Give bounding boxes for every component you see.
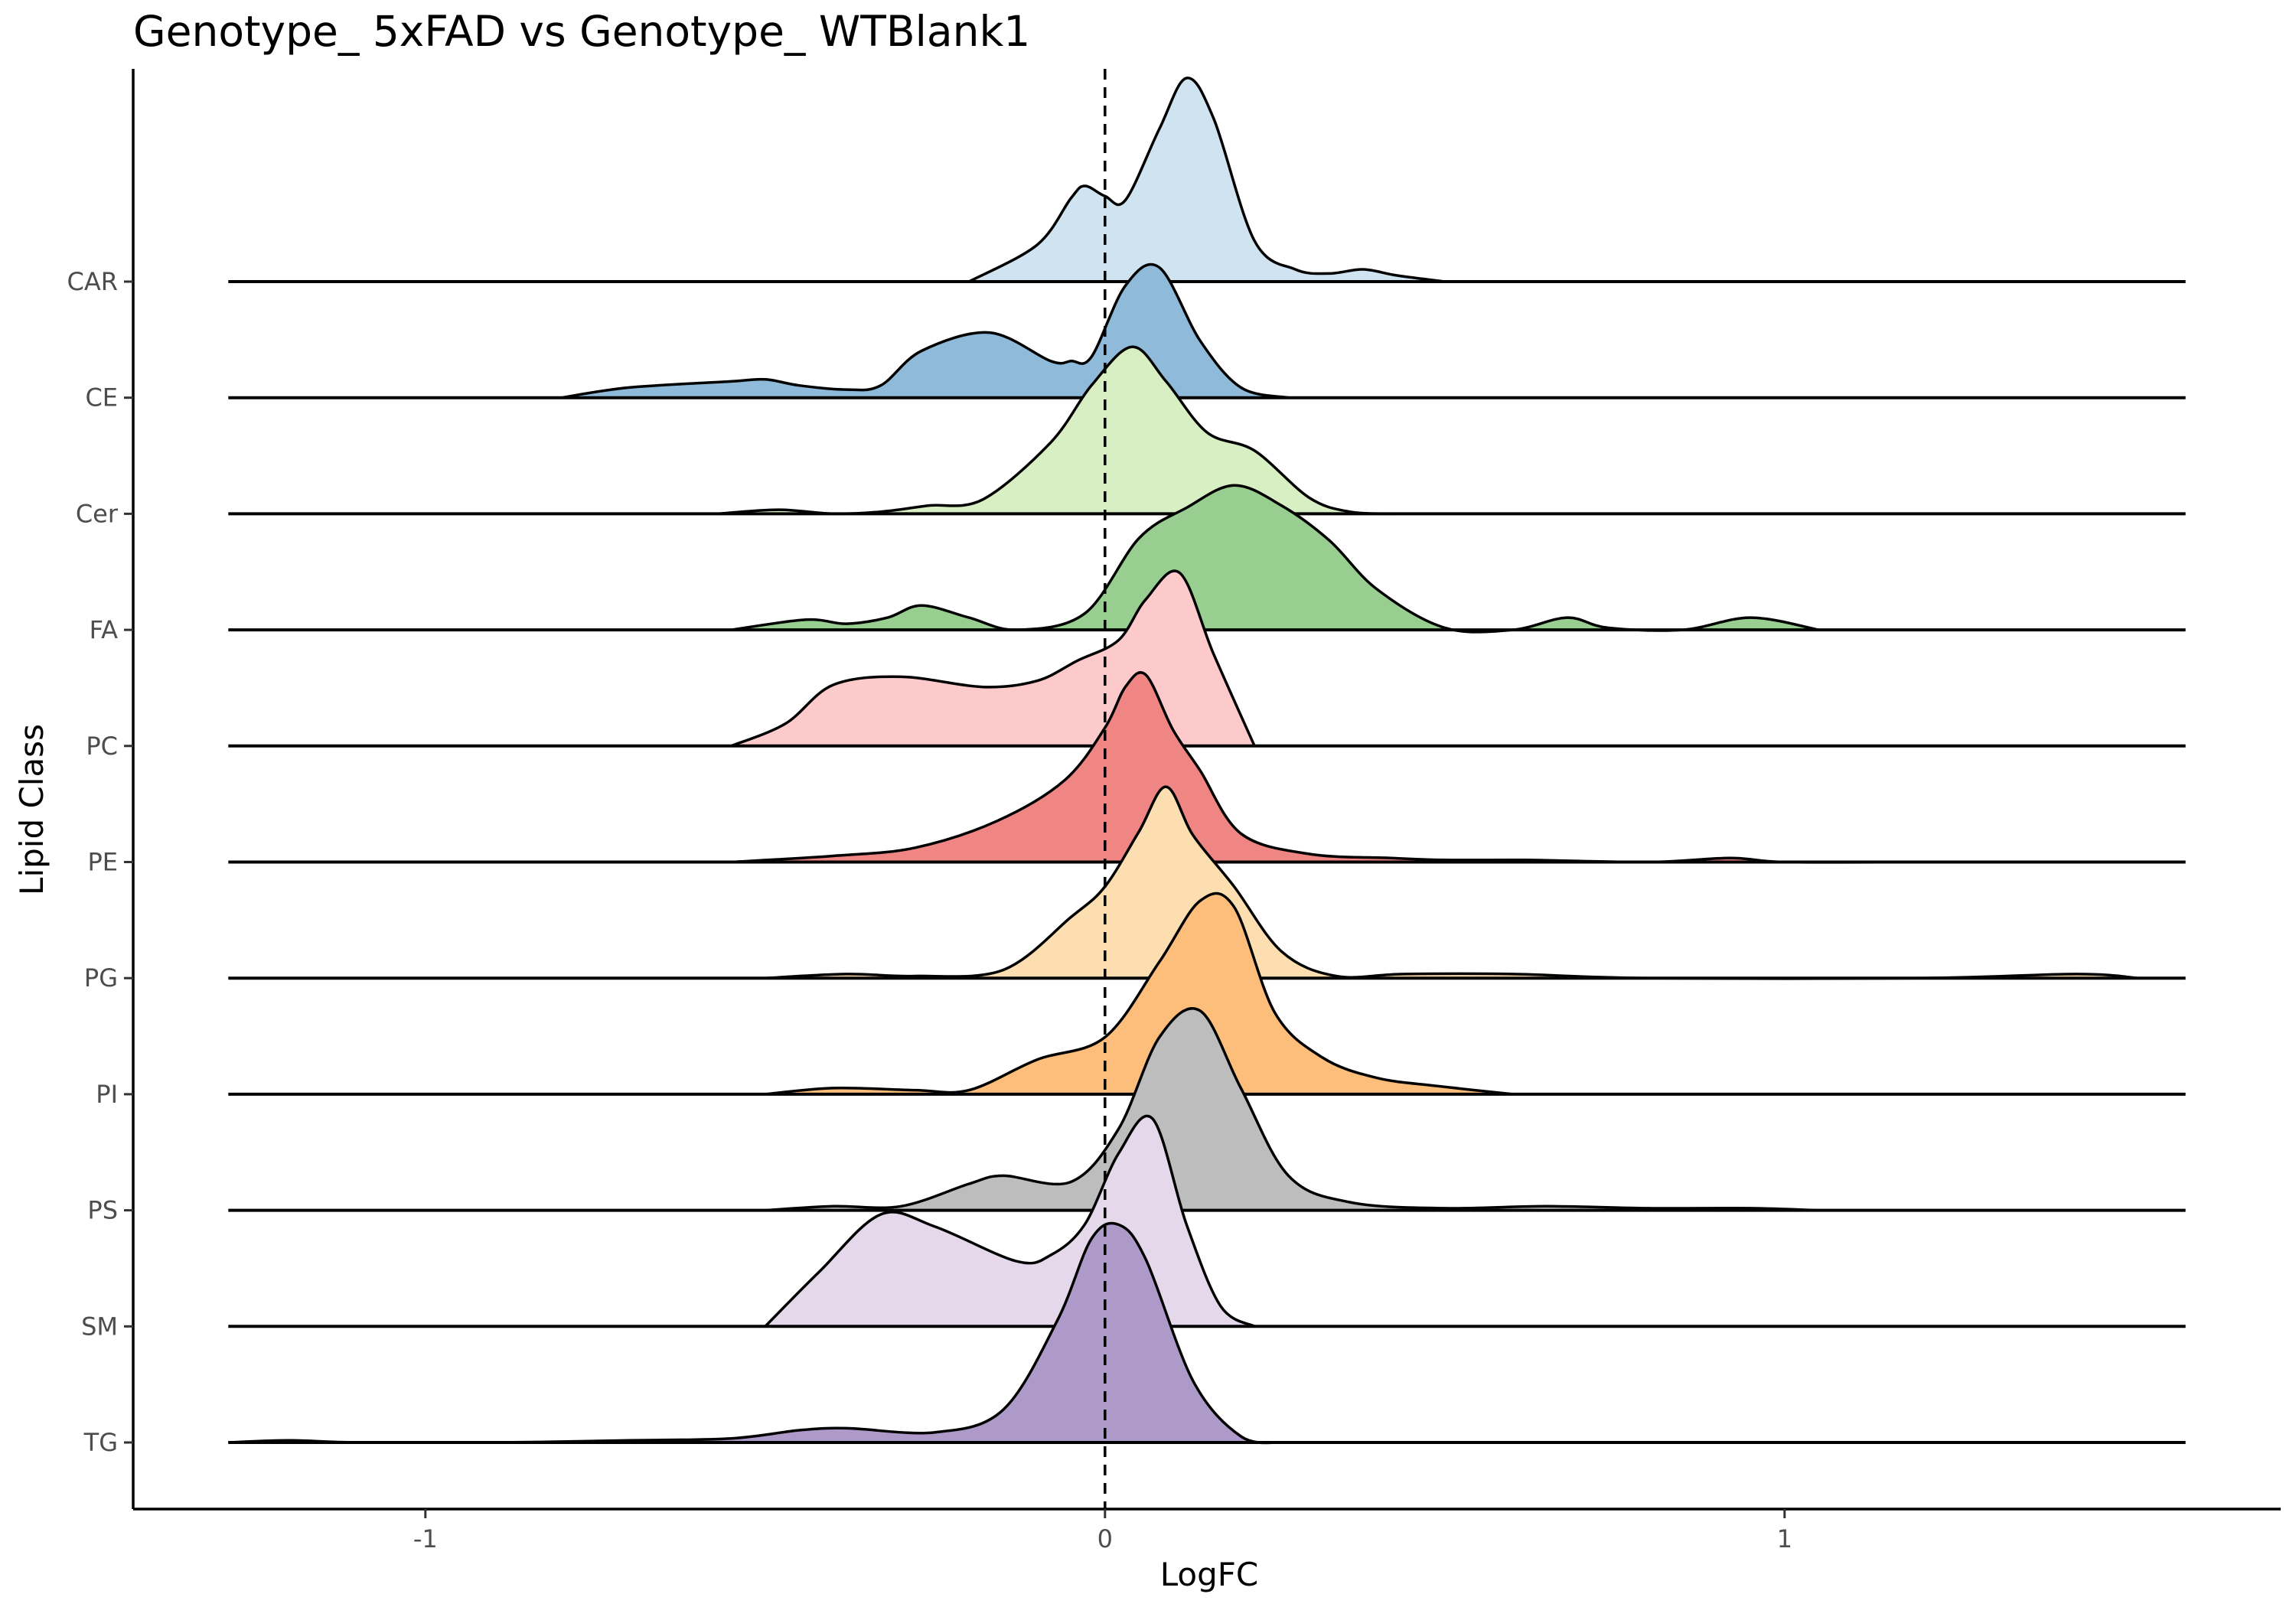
- y-tick-label: TG: [83, 1428, 118, 1457]
- ridge-car: [228, 77, 2186, 283]
- ridge-outline-car: [968, 77, 1446, 283]
- x-tick-label: 0: [1097, 1524, 1113, 1553]
- y-tick-label: SM: [81, 1312, 118, 1341]
- y-axis-ticks: CAR CE Cer FA PC PE PG PI PS SM TG: [67, 267, 133, 1457]
- ridge-outline-sm: [764, 1114, 1256, 1328]
- ridge-ps: [228, 1007, 2186, 1212]
- chart-title: Genotype_ 5xFAD vs Genotype_ WTBlank1: [133, 7, 1030, 56]
- y-tick-label: CE: [85, 383, 118, 412]
- x-tick-label: 1: [1777, 1524, 1792, 1553]
- ridge-outline-pc: [730, 569, 1256, 748]
- ridge-fill-pe: [731, 672, 1921, 862]
- ridge-fill-fa: [731, 485, 1819, 632]
- y-tick-label: PS: [87, 1196, 118, 1225]
- ridge-fill-cer: [717, 347, 1397, 514]
- y-tick-label: Cer: [76, 499, 119, 528]
- ridge-fill-pi: [765, 893, 1513, 1094]
- y-tick-label: PI: [96, 1080, 118, 1109]
- y-axis-label: Lipid Class: [13, 724, 51, 895]
- ridge-fill-ce: [561, 264, 1289, 398]
- ridge-fill-pc: [731, 571, 1255, 746]
- ridge-outline-ce: [561, 262, 1289, 399]
- ridge-fill-car: [969, 77, 1445, 282]
- y-tick-label: PE: [87, 848, 118, 877]
- y-tick-label: CAR: [67, 267, 118, 296]
- ridge-tg: [228, 1221, 2186, 1445]
- x-axis-ticks: -1 0 1: [413, 1509, 1792, 1553]
- x-tick-label: -1: [413, 1524, 438, 1553]
- ridge-fa: [228, 484, 2186, 634]
- ridge-fill-tg: [228, 1223, 1282, 1443]
- y-tick-label: PG: [84, 963, 118, 993]
- ridges-layer: [228, 77, 2186, 1445]
- ridge-outline-pi: [765, 892, 1513, 1096]
- ridge-outline-pg: [765, 785, 2138, 980]
- ridge-outline-fa: [731, 484, 1819, 634]
- ridge-ce: [228, 262, 2186, 399]
- y-tick-label: FA: [90, 615, 118, 644]
- ridge-outline-ps: [765, 1007, 1819, 1212]
- y-tick-label: PC: [86, 732, 118, 761]
- ridge-fill-pg: [765, 787, 2138, 979]
- x-axis-label: LogFC: [1160, 1556, 1259, 1593]
